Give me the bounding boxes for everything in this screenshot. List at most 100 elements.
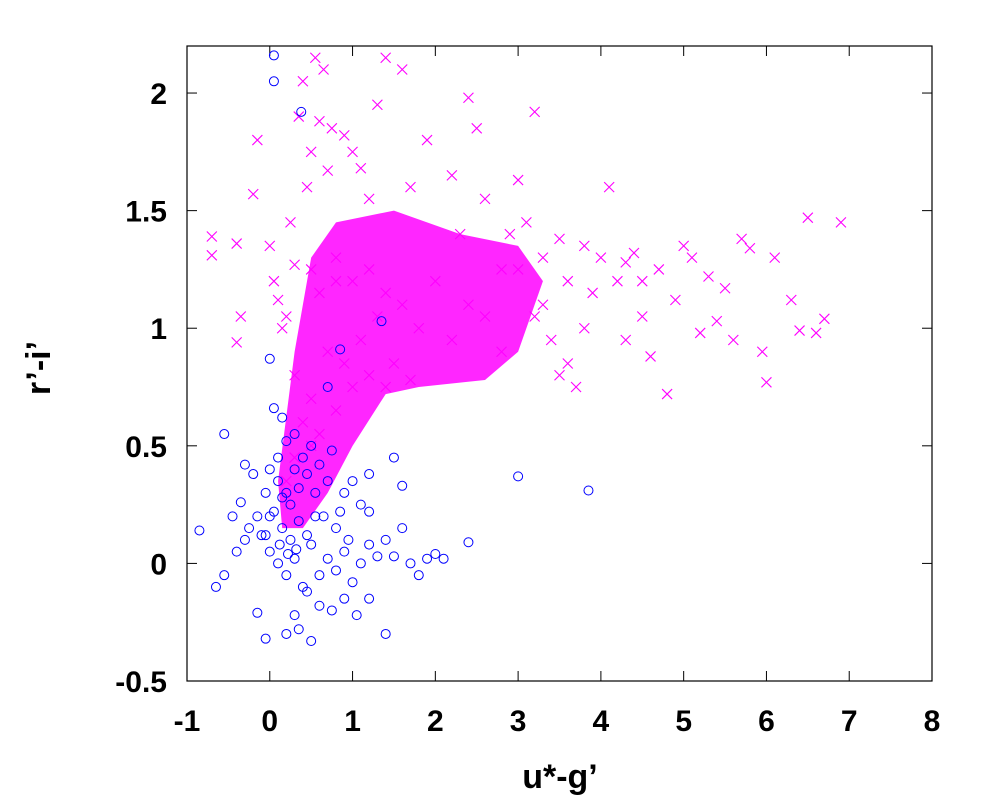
x-marker-point — [504, 228, 516, 240]
circle-marker-point — [256, 530, 267, 541]
circle-marker-point — [210, 581, 221, 592]
x-marker-point — [587, 287, 598, 299]
x-marker-point — [578, 322, 590, 334]
x-axis-title: u*-g’ — [522, 758, 598, 796]
circle-marker-point — [430, 549, 441, 559]
circle-marker-point — [227, 511, 238, 522]
x-tick-label: 1 — [344, 705, 361, 738]
circle-marker-point — [326, 605, 337, 616]
circle-marker-point — [289, 429, 300, 440]
circle-marker-point — [310, 487, 321, 498]
y-tick-label: -0.5 — [115, 666, 167, 699]
x-marker-point — [318, 64, 329, 75]
circle-marker-point — [268, 403, 279, 414]
circle-marker-point — [235, 497, 246, 508]
x-marker-point — [670, 294, 681, 306]
circle-marker-point — [335, 506, 346, 517]
x-marker-point — [678, 240, 690, 252]
x-tick-label: 2 — [427, 705, 444, 738]
circle-marker-point — [388, 452, 399, 463]
circle-marker-point — [264, 464, 275, 475]
circle-marker-point — [413, 570, 424, 581]
circle-marker-point — [335, 344, 346, 355]
x-marker-point — [694, 327, 706, 339]
x-marker-point — [537, 252, 549, 264]
x-marker-point — [471, 122, 483, 134]
circle-marker-point — [318, 511, 329, 522]
x-marker-point — [794, 325, 805, 336]
y-axis-title: r’-i’ — [20, 341, 58, 395]
x-marker-point — [636, 275, 648, 287]
x-marker-point — [380, 52, 392, 64]
x-marker-point — [521, 217, 532, 228]
x-marker-point — [206, 231, 218, 242]
circle-marker-point — [326, 445, 337, 456]
x-marker-point — [603, 181, 615, 193]
circle-marker-point — [273, 558, 284, 569]
circle-marker-point — [388, 551, 399, 562]
circle-marker-point — [264, 511, 275, 522]
circle-marker-point — [252, 607, 263, 618]
circle-marker-point — [268, 50, 279, 61]
circle-marker-point — [314, 600, 325, 611]
x-marker-point — [355, 162, 367, 174]
circle-marker-point — [364, 539, 375, 550]
x-marker-point — [756, 346, 768, 358]
circle-marker-point — [322, 476, 333, 487]
circle-marker-point — [248, 469, 259, 480]
x-marker-point — [645, 351, 656, 362]
circle-marker-point — [372, 551, 383, 562]
x-tick-label: 4 — [593, 705, 610, 738]
x-marker-point — [372, 99, 383, 111]
x-marker-point — [562, 358, 574, 369]
circle-marker-point — [364, 593, 375, 604]
x-marker-point — [305, 146, 317, 158]
x-marker-point — [446, 169, 458, 181]
circle-marker-point — [260, 530, 271, 541]
x-marker-point — [338, 129, 350, 141]
circle-marker-point — [351, 610, 362, 621]
x-marker-point — [554, 233, 565, 245]
circle-marker-point — [347, 476, 358, 487]
circle-marker-point — [422, 553, 433, 564]
x-tick-label: 3 — [510, 705, 527, 738]
circle-marker-point — [239, 459, 250, 470]
circle-marker-point — [302, 586, 313, 597]
x-tick-label: 7 — [841, 705, 858, 738]
x-marker-point — [206, 249, 218, 261]
circle-marker-point — [268, 76, 279, 87]
circle-marker-point — [219, 570, 230, 581]
data-points — [194, 50, 847, 647]
x-marker-point — [711, 315, 723, 327]
tick-labels: -1 0 1 2 3 4 5 6 7 8 -0.5 0 0.5 1 1.5 2 — [115, 78, 940, 738]
x-tick-label: 8 — [924, 705, 941, 738]
x-marker-point — [235, 311, 247, 322]
circle-marker-point — [314, 570, 325, 581]
x-marker-point — [628, 247, 640, 259]
y-tick-label: 1 — [150, 313, 167, 346]
x-marker-point — [301, 181, 313, 193]
x-marker-point — [835, 217, 847, 228]
circle-marker-point — [397, 523, 408, 534]
x-marker-point — [421, 134, 433, 146]
circle-marker-point — [277, 412, 288, 423]
y-tick-label: 2 — [150, 78, 167, 111]
x-marker-point — [264, 240, 276, 252]
x-marker-point — [785, 294, 797, 306]
circle-marker-point — [376, 316, 387, 327]
x-marker-point — [463, 92, 474, 104]
x-marker-point — [231, 238, 243, 249]
circle-marker-point — [364, 506, 375, 517]
x-marker-point — [719, 282, 731, 294]
circle-marker-point — [274, 539, 285, 550]
circle-marker-point — [405, 558, 416, 569]
circle-marker-point — [282, 549, 293, 559]
x-marker-point — [285, 217, 296, 228]
circle-marker-point — [331, 523, 341, 534]
x-marker-point — [661, 388, 673, 400]
circle-marker-point — [355, 558, 366, 569]
dense-x-marker-region — [278, 210, 543, 529]
circle-marker-point — [281, 628, 292, 639]
x-marker-point — [347, 146, 358, 158]
x-marker-point — [268, 275, 280, 287]
